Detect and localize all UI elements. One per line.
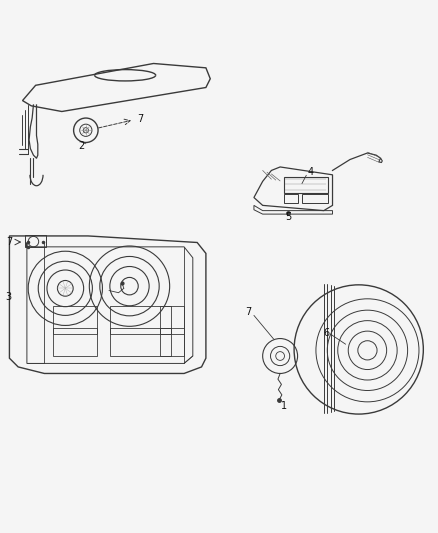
Text: 7: 7 xyxy=(6,237,13,247)
Text: 7: 7 xyxy=(246,308,252,317)
Text: 2: 2 xyxy=(78,141,85,151)
Text: 4: 4 xyxy=(307,167,314,177)
Text: 6: 6 xyxy=(323,328,329,338)
Text: 5: 5 xyxy=(285,212,291,222)
Text: 3: 3 xyxy=(6,292,12,302)
Text: 1: 1 xyxy=(281,401,287,411)
Text: 7: 7 xyxy=(137,114,144,124)
